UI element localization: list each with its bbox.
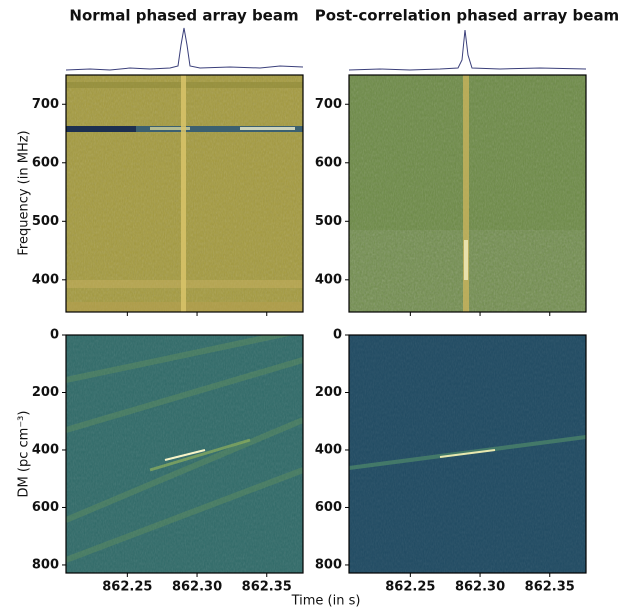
y-tick-label: 700 <box>32 97 59 112</box>
y-tick-label: 0 <box>50 328 59 343</box>
pulse-profile <box>348 29 587 71</box>
x-tick-label: 862.25 <box>102 580 152 595</box>
y-tick-label: 800 <box>32 557 59 572</box>
dm-image <box>66 335 303 573</box>
y-tick-label: 200 <box>315 385 342 400</box>
y-tick-label: 600 <box>32 500 59 515</box>
spectrum-image <box>66 75 303 312</box>
panel-frame <box>65 74 304 313</box>
panel-frame <box>65 334 304 574</box>
x-tick-label: 862.35 <box>525 580 575 595</box>
y-tick-label: 700 <box>315 97 342 112</box>
panel-frame <box>348 74 587 313</box>
y-tick-label: 400 <box>32 272 59 287</box>
y-tick-label: 400 <box>315 442 342 457</box>
y-tick-label: 800 <box>315 557 342 572</box>
y-tick-label: 500 <box>32 214 59 229</box>
dm-image <box>349 335 586 573</box>
x-tick-label: 862.35 <box>242 580 292 595</box>
panel-title: Post-correlation phased array beam <box>315 7 619 25</box>
y-tick-label: 0 <box>333 328 342 343</box>
x-tick-label: 862.25 <box>385 580 435 595</box>
y-axis-label: Frequency (in MHz) <box>17 130 32 255</box>
y-tick-label: 400 <box>315 272 342 287</box>
y-tick-label: 600 <box>32 155 59 170</box>
y-tick-label: 600 <box>315 155 342 170</box>
x-axis-label: Time (in s) <box>291 594 361 609</box>
y-tick-label: 500 <box>315 214 342 229</box>
y-tick-label: 600 <box>315 500 342 515</box>
y-tick-label: 400 <box>32 442 59 457</box>
x-tick-label: 862.30 <box>172 580 222 595</box>
x-tick-label: 862.30 <box>455 580 505 595</box>
panel-frame <box>348 334 587 574</box>
panel-title: Normal phased array beam <box>69 7 298 25</box>
y-axis-label: DM (pc cm⁻³) <box>17 411 32 498</box>
pulse-profile <box>65 27 304 71</box>
spectrum-image <box>349 75 586 312</box>
y-tick-label: 200 <box>32 385 59 400</box>
